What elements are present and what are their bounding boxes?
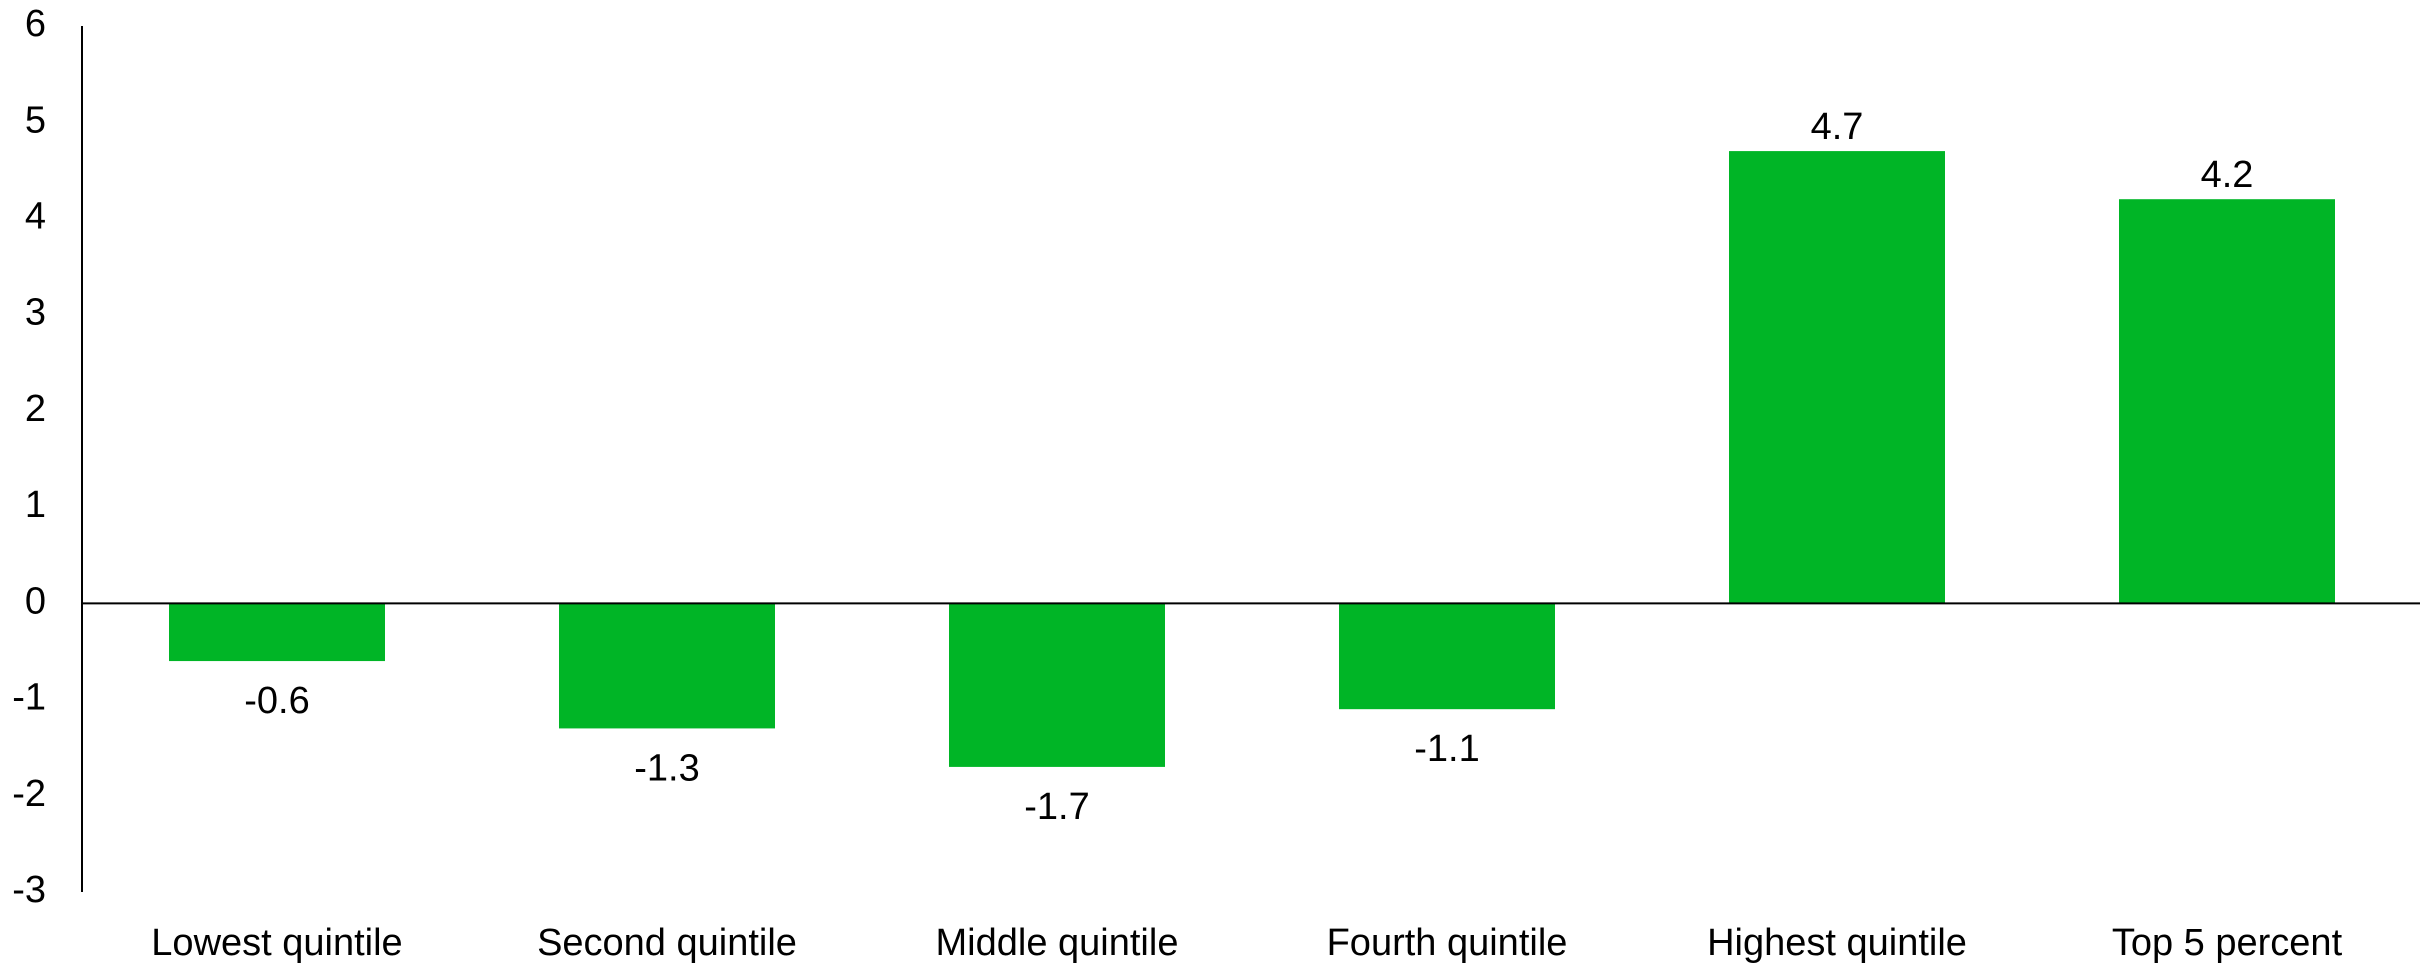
y-tick-label: -2 [12,773,46,815]
bar-value-label: -0.6 [244,680,309,722]
y-axis-tick-labels: 6 5 4 3 2 1 0 -1 -2 -3 [12,3,46,911]
bar-value-label: 4.2 [2201,154,2254,196]
category-label: Second quintile [537,922,797,964]
bar [559,603,775,729]
category-label: Highest quintile [1707,922,1967,964]
category-label: Top 5 percent [2112,922,2343,964]
bar-value-label: -1.7 [1024,786,1089,828]
category-label: Fourth quintile [1327,922,1568,964]
bars [169,151,2335,767]
bar [2119,199,2335,604]
y-tick-label: 3 [25,292,46,334]
y-tick-label: 1 [25,484,46,526]
bar-value-label: -1.1 [1414,728,1479,770]
x-axis-category-labels: Lowest quintile Second quintile Middle qui… [151,922,2342,964]
y-tick-label: 6 [25,3,46,45]
bar [949,603,1165,767]
y-tick-label: 0 [25,580,46,622]
y-tick-label: -1 [12,677,46,719]
y-tick-label: -3 [12,869,46,911]
bar [1339,603,1555,710]
bar-value-label: 4.7 [1811,106,1864,148]
y-tick-label: 4 [25,195,46,237]
category-label: Lowest quintile [151,922,402,964]
bar-value-label: -1.3 [634,747,699,789]
y-tick-label: 5 [25,99,46,141]
bar [169,603,385,662]
y-tick-label: 2 [25,388,46,430]
bar [1729,151,1945,604]
bar-value-labels: -0.6 -1.3 -1.7 -1.1 4.7 4.2 [244,106,2253,828]
category-label: Middle quintile [936,922,1179,964]
